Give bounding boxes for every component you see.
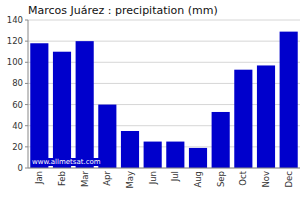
x-axis: Jan Feb Mar Apr May Jun Jul Aug Sep Oct Nov Dec	[34, 170, 293, 188]
y-tick-label: 140	[7, 15, 23, 25]
chart: 0 20 40 60 80 100 120 140 Jan Feb Mar Apr May Jun Jul A…	[0, 0, 306, 200]
x-tick-label: Jan	[34, 171, 44, 185]
bar	[121, 131, 139, 168]
y-tick-label: 60	[12, 100, 23, 110]
x-axis-line	[28, 168, 300, 169]
grid-line	[28, 20, 300, 21]
bar	[53, 52, 71, 168]
watermark-text: www.allmetsat.com	[32, 158, 101, 166]
bar	[144, 142, 162, 168]
y-tick-label: 120	[7, 36, 23, 46]
grid-line	[28, 41, 300, 42]
watermark-box	[31, 158, 102, 166]
title: Marcos Juárez : precipitation (mm)	[28, 4, 218, 17]
bars	[30, 32, 297, 168]
x-tick-label: Jul	[170, 171, 180, 182]
bar	[166, 142, 184, 168]
bar	[280, 32, 298, 168]
grid-line	[28, 168, 300, 169]
y-axis: 0 20 40 60 80 100 120 140	[7, 15, 28, 173]
bar	[189, 148, 207, 168]
x-tick-label: Dec	[284, 171, 294, 188]
y-tick-label: 100	[7, 57, 23, 67]
x-tick-label: Sep	[216, 171, 226, 187]
bar	[30, 43, 48, 168]
x-tick-label: Feb	[57, 171, 67, 186]
x-tick-label: Apr	[102, 171, 112, 186]
y-tick-label: 0	[18, 163, 23, 173]
x-tick-label: May	[125, 171, 135, 189]
bar	[212, 112, 230, 168]
x-tick-label: Jun	[148, 171, 158, 185]
y-tick-label: 80	[12, 78, 23, 88]
x-tick-label: Oct	[238, 170, 248, 185]
y-tick-label: 20	[12, 142, 23, 152]
bar	[76, 41, 94, 168]
bar	[257, 65, 275, 168]
x-tick-label: Aug	[193, 171, 203, 188]
chart-container: 0 20 40 60 80 100 120 140 Jan Feb Mar Apr May Jun Jul A…	[0, 0, 306, 200]
y-tick-label: 40	[12, 121, 23, 131]
bar	[234, 70, 252, 168]
watermark: www.allmetsat.com	[31, 158, 102, 166]
y-axis-line	[28, 20, 29, 168]
x-tick-label: Mar	[80, 171, 90, 188]
grid	[28, 20, 300, 168]
x-tick-label: Nov	[261, 171, 271, 188]
